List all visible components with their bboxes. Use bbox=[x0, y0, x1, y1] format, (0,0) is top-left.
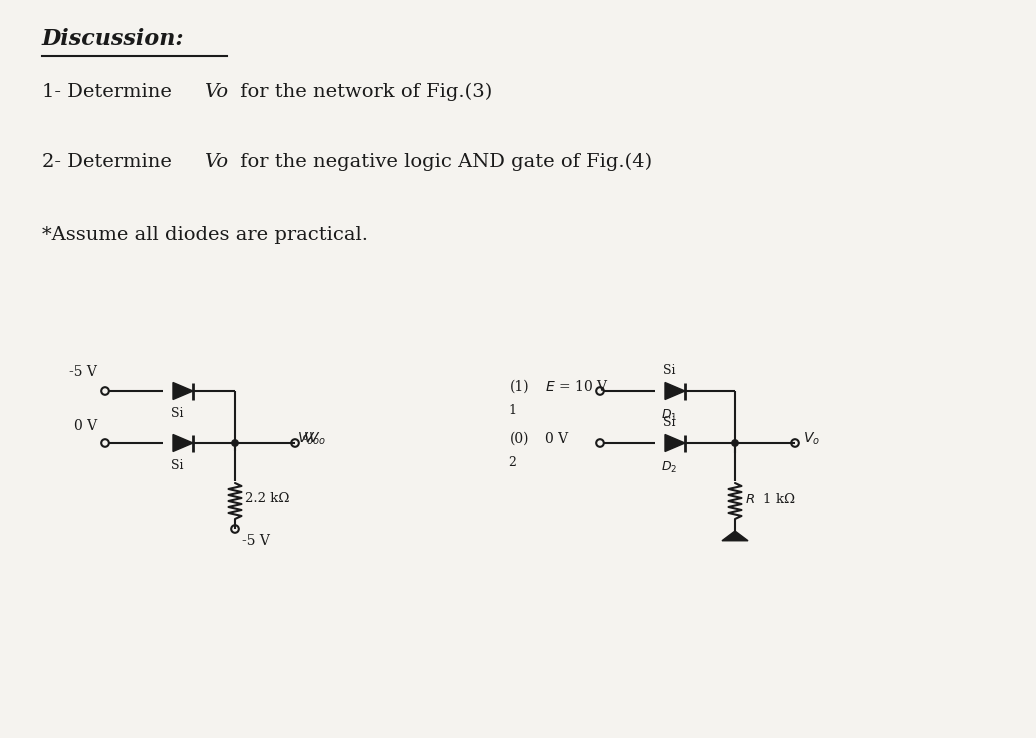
Text: $D_1$: $D_1$ bbox=[661, 408, 678, 423]
Text: $E$ = 10 V: $E$ = 10 V bbox=[545, 379, 608, 395]
Circle shape bbox=[232, 440, 238, 446]
Text: $\circ V_o$: $\circ V_o$ bbox=[300, 431, 325, 447]
Text: Si: Si bbox=[663, 364, 675, 377]
Circle shape bbox=[731, 440, 739, 446]
Text: Si: Si bbox=[663, 416, 675, 429]
Text: for the network of Fig.(3): for the network of Fig.(3) bbox=[234, 83, 492, 101]
Polygon shape bbox=[173, 382, 193, 399]
Polygon shape bbox=[722, 531, 748, 541]
Text: $V_o$: $V_o$ bbox=[803, 431, 821, 447]
Text: 0 V: 0 V bbox=[74, 419, 97, 433]
Text: 2- Determine: 2- Determine bbox=[42, 153, 178, 171]
Text: $V_o$: $V_o$ bbox=[303, 431, 320, 447]
Text: 2.2 kΩ: 2.2 kΩ bbox=[244, 492, 289, 506]
Text: Discussion:: Discussion: bbox=[42, 28, 184, 50]
Polygon shape bbox=[173, 435, 193, 452]
Text: Vo: Vo bbox=[204, 153, 228, 171]
Text: (1): (1) bbox=[510, 380, 529, 394]
Text: Si: Si bbox=[171, 459, 183, 472]
Text: *Assume all diodes are practical.: *Assume all diodes are practical. bbox=[42, 226, 368, 244]
Text: Vo: Vo bbox=[204, 83, 228, 101]
Text: -5 V: -5 V bbox=[242, 534, 269, 548]
Text: 1- Determine: 1- Determine bbox=[42, 83, 178, 101]
Text: $D_2$: $D_2$ bbox=[661, 460, 678, 475]
Text: Si: Si bbox=[171, 407, 183, 420]
Text: 0 V: 0 V bbox=[545, 432, 568, 446]
Text: for the negative logic AND gate of Fig.(4): for the negative logic AND gate of Fig.(… bbox=[234, 153, 652, 171]
Text: $R$  1 kΩ: $R$ 1 kΩ bbox=[745, 492, 796, 506]
Polygon shape bbox=[665, 382, 685, 399]
Text: -5 V: -5 V bbox=[69, 365, 97, 379]
Text: 2: 2 bbox=[508, 456, 516, 469]
Text: (0): (0) bbox=[510, 432, 529, 446]
Polygon shape bbox=[665, 435, 685, 452]
Text: 1: 1 bbox=[508, 404, 516, 417]
Text: $V_o$: $V_o$ bbox=[297, 431, 314, 447]
